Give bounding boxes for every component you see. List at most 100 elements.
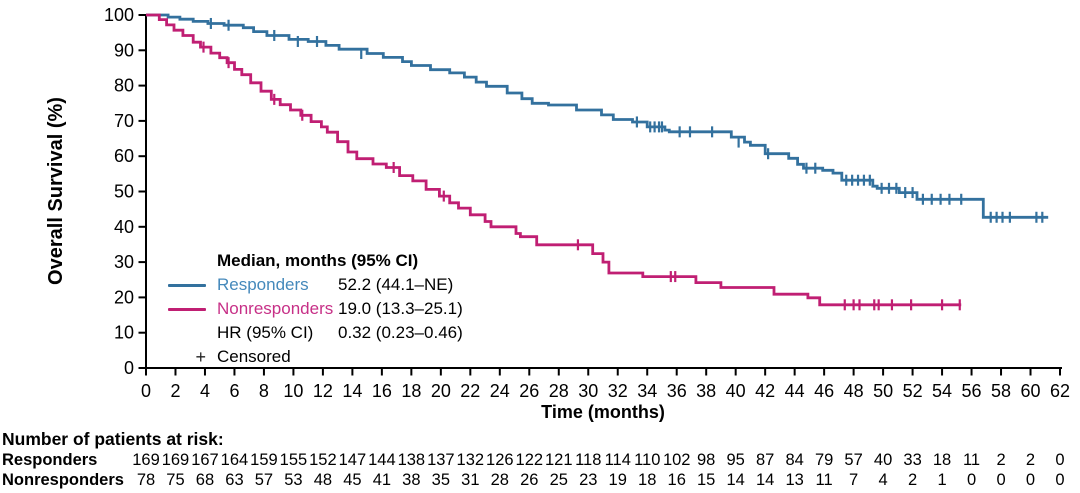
- risk-count: 11: [963, 451, 980, 469]
- risk-count: 1: [937, 471, 946, 489]
- risk-count: 152: [309, 451, 337, 469]
- legend-value-nonresponders: 19.0 (13.3–25.1): [338, 299, 463, 318]
- risk-count: 40: [874, 451, 892, 469]
- risk-row-label: Responders: [2, 451, 97, 469]
- legend-label-hr: HR (95% CI): [217, 323, 314, 342]
- x-tick-label: 48: [844, 381, 864, 401]
- risk-count: 13: [785, 471, 803, 489]
- censor-ticks-responders: [209, 17, 1044, 223]
- y-axis-title: Overall Survival (%): [45, 97, 67, 285]
- risk-count: 0: [1026, 471, 1035, 489]
- x-tick-label: 32: [608, 381, 628, 401]
- x-tick-label: 54: [932, 381, 952, 401]
- risk-count: 2: [1026, 451, 1035, 469]
- risk-count: 169: [162, 451, 190, 469]
- legend-value-responders: 52.2 (44.1–NE): [338, 275, 454, 294]
- y-tick-label: 10: [114, 323, 134, 343]
- risk-count: 26: [520, 471, 538, 489]
- y-tick-label: 20: [114, 287, 134, 307]
- censored-plus-icon: +: [195, 347, 206, 367]
- risk-count: 167: [191, 451, 219, 469]
- km-curve-nonresponders: [146, 13, 962, 307]
- risk-count: 110: [634, 451, 660, 469]
- risk-count: 78: [137, 471, 155, 489]
- risk-count: 2: [996, 451, 1005, 469]
- risk-count: 87: [756, 451, 774, 469]
- risk-count: 4: [879, 471, 888, 489]
- risk-count: 0: [967, 471, 976, 489]
- censor-marks: [202, 17, 1044, 311]
- risk-count: 118: [575, 451, 601, 469]
- risk-count: 144: [368, 451, 396, 469]
- x-tick-label: 58: [991, 381, 1011, 401]
- risk-count: 0: [1055, 451, 1064, 469]
- x-tick-label: 50: [873, 381, 893, 401]
- risk-count: 0: [996, 471, 1005, 489]
- y-tick-label: 90: [114, 40, 134, 60]
- risk-count: 57: [844, 451, 862, 469]
- risk-count: 11: [816, 471, 833, 489]
- risk-table-title: Number of patients at risk:: [2, 429, 224, 449]
- risk-count: 25: [550, 471, 568, 489]
- risk-count: 14: [726, 471, 744, 489]
- risk-count: 102: [663, 451, 691, 469]
- risk-count: 98: [697, 451, 715, 469]
- risk-count: 31: [461, 471, 479, 489]
- risk-count: 41: [373, 471, 391, 489]
- x-tick-label: 22: [460, 381, 480, 401]
- risk-count: 18: [638, 471, 656, 489]
- risk-count: 79: [815, 451, 833, 469]
- x-tick-label: 36: [667, 381, 687, 401]
- risk-count: 45: [343, 471, 361, 489]
- risk-count: 75: [166, 471, 184, 489]
- x-tick-label: 34: [637, 381, 657, 401]
- x-tick-label: 0: [141, 381, 151, 401]
- x-tick-label: 14: [342, 381, 362, 401]
- risk-count: 159: [250, 451, 278, 469]
- nonresponders-line-swatch: [168, 307, 206, 311]
- risk-count: 28: [491, 471, 509, 489]
- y-axis-tick-labels: 0 10 20 30 40 50 60 70 80 90 100: [104, 5, 134, 378]
- x-tick-label: 30: [578, 381, 598, 401]
- risk-count: 18: [933, 451, 951, 469]
- legend-row-nonresponders: Nonresponders 19.0 (13.3–25.1): [168, 297, 463, 321]
- risk-count: 23: [579, 471, 597, 489]
- risk-count: 33: [903, 451, 921, 469]
- x-tick-label: 60: [1021, 381, 1041, 401]
- y-tick-label: 30: [114, 252, 134, 272]
- risk-row-label: Nonresponders: [2, 471, 124, 489]
- risk-count: 121: [545, 451, 573, 469]
- x-tick-label: 26: [519, 381, 539, 401]
- risk-count: 126: [486, 451, 514, 469]
- x-axis-title: Time (months): [541, 402, 665, 422]
- responders-line-swatch: [168, 283, 206, 287]
- risk-count: 155: [280, 451, 308, 469]
- risk-row-responders: Responders 169 169 167 164 159 155 152 147 144 138…: [2, 451, 1065, 469]
- y-tick-label: 70: [114, 111, 134, 131]
- risk-count: 0: [1055, 471, 1064, 489]
- x-tick-label: 44: [785, 381, 805, 401]
- x-tick-label: 56: [962, 381, 982, 401]
- x-tick-label: 40: [726, 381, 746, 401]
- x-tick-label: 8: [259, 381, 269, 401]
- x-tick-label: 16: [372, 381, 392, 401]
- risk-count: 169: [132, 451, 160, 469]
- x-tick-label: 62: [1050, 381, 1070, 401]
- risk-count: 84: [785, 451, 803, 469]
- legend-label-censored: Censored: [217, 347, 291, 366]
- risk-count: 53: [284, 471, 302, 489]
- x-tick-label: 52: [903, 381, 923, 401]
- risk-count: 7: [849, 471, 858, 489]
- x-tick-label: 24: [490, 381, 510, 401]
- y-tick-label: 40: [114, 217, 134, 237]
- risk-count: 2: [908, 471, 917, 489]
- x-tick-label: 10: [283, 381, 303, 401]
- risk-count: 15: [697, 471, 715, 489]
- axes: [138, 14, 1062, 376]
- legend-header-row: Median, months (95% CI): [168, 249, 463, 273]
- risk-count: 19: [609, 471, 627, 489]
- risk-count: 35: [432, 471, 450, 489]
- x-tick-label: 20: [431, 381, 451, 401]
- y-tick-label: 50: [114, 182, 134, 202]
- risk-count: 63: [225, 471, 243, 489]
